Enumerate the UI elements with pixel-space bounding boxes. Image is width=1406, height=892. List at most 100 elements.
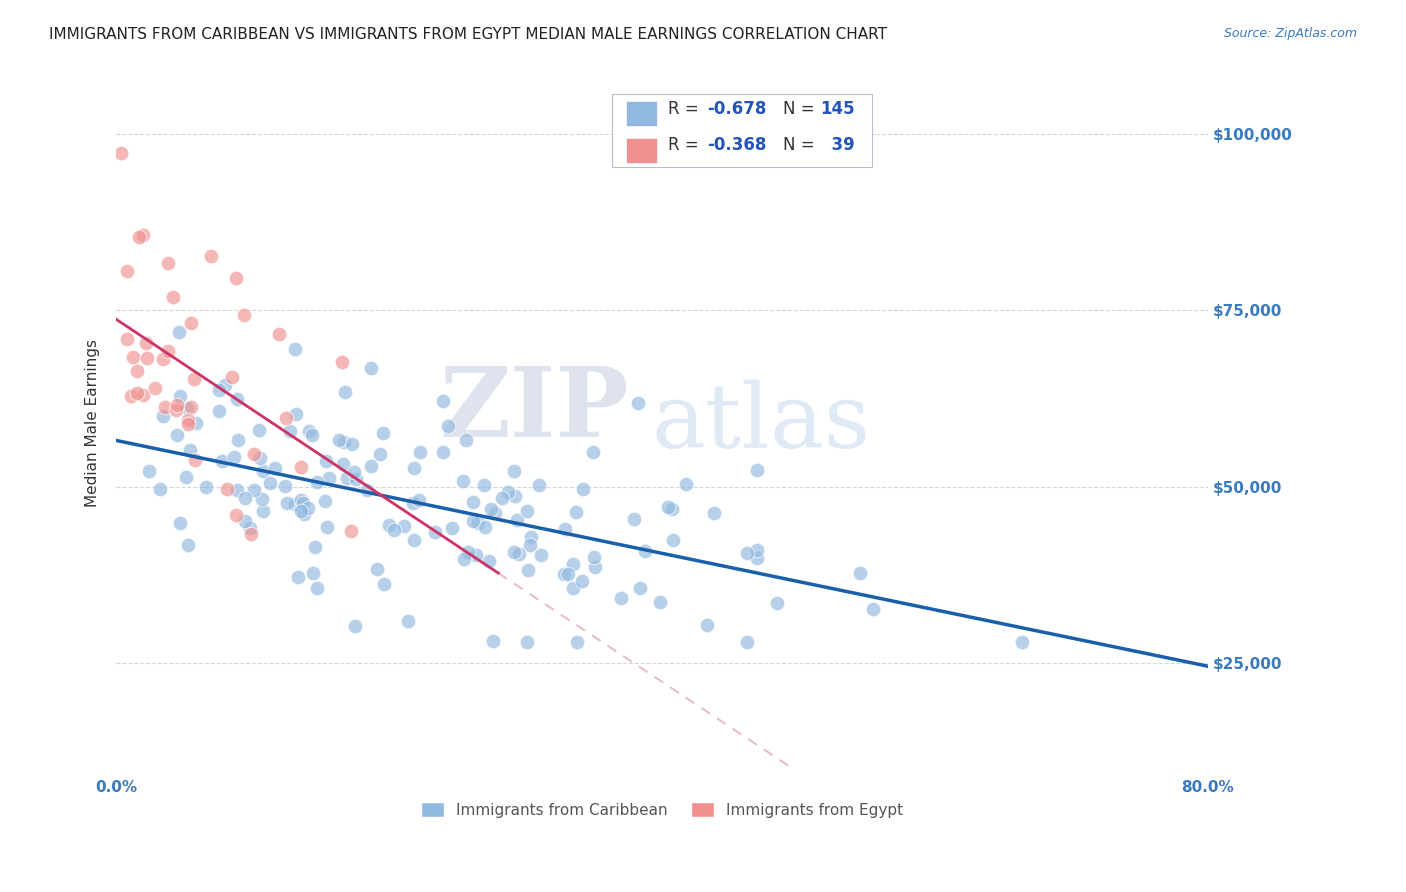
Point	[565, 505, 588, 519]
Point	[233, 514, 256, 528]
Text: 145: 145	[820, 100, 855, 118]
Point	[382, 523, 405, 537]
Point	[423, 524, 446, 539]
Point	[177, 538, 200, 552]
Point	[138, 464, 160, 478]
Point	[290, 460, 312, 475]
Point	[582, 444, 605, 458]
Point	[274, 479, 297, 493]
Point	[240, 527, 263, 541]
Point	[292, 496, 315, 510]
Point	[745, 543, 768, 558]
Point	[284, 497, 307, 511]
Point	[225, 483, 247, 497]
Point	[162, 290, 184, 304]
Point	[662, 533, 685, 547]
Point	[583, 560, 606, 574]
Point	[1011, 635, 1033, 649]
Point	[208, 383, 231, 397]
Point	[484, 506, 506, 520]
Point	[305, 581, 328, 595]
Point	[582, 549, 605, 564]
Point	[328, 433, 350, 447]
Point	[259, 476, 281, 491]
Point	[336, 471, 359, 485]
Point	[131, 228, 153, 243]
Point	[554, 522, 576, 536]
Text: R =: R =	[668, 136, 704, 154]
Point	[461, 495, 484, 509]
Point	[657, 500, 679, 515]
Point	[318, 471, 340, 485]
Point	[225, 508, 247, 523]
Point	[252, 503, 274, 517]
Point	[402, 533, 425, 547]
Point	[115, 332, 138, 346]
Point	[149, 482, 172, 496]
Point	[166, 398, 188, 412]
Point	[132, 388, 155, 402]
Point	[252, 492, 274, 507]
Point	[465, 548, 488, 562]
Point	[264, 461, 287, 475]
Point	[356, 483, 378, 498]
Text: R =: R =	[668, 100, 704, 118]
Point	[290, 504, 312, 518]
Point	[467, 516, 489, 530]
Point	[394, 518, 416, 533]
Text: Source: ZipAtlas.com: Source: ZipAtlas.com	[1223, 27, 1357, 40]
Point	[269, 327, 291, 342]
Point	[561, 581, 583, 595]
Point	[115, 264, 138, 278]
Point	[675, 476, 697, 491]
Point	[184, 453, 207, 467]
Point	[195, 479, 218, 493]
Point	[457, 545, 479, 559]
Point	[224, 271, 246, 285]
Text: 39: 39	[820, 136, 855, 154]
Point	[249, 450, 271, 465]
Point	[703, 506, 725, 520]
Point	[152, 409, 174, 424]
Point	[335, 384, 357, 399]
Point	[332, 457, 354, 471]
Point	[215, 482, 238, 496]
Point	[314, 493, 336, 508]
Point	[120, 389, 142, 403]
Point	[553, 566, 575, 581]
Point	[408, 493, 430, 508]
Point	[122, 350, 145, 364]
Point	[340, 436, 363, 450]
Point	[432, 393, 454, 408]
Point	[243, 447, 266, 461]
Point	[239, 521, 262, 535]
Point	[343, 619, 366, 633]
Point	[432, 445, 454, 459]
Point	[366, 561, 388, 575]
Point	[451, 475, 474, 489]
Point	[360, 459, 382, 474]
Point	[176, 401, 198, 416]
Point	[503, 545, 526, 559]
Point	[567, 635, 589, 649]
Point	[177, 413, 200, 427]
Point	[294, 507, 316, 521]
Point	[156, 256, 179, 270]
Point	[519, 538, 541, 552]
Point	[226, 433, 249, 447]
Point	[396, 614, 419, 628]
Point	[491, 491, 513, 505]
Point	[157, 344, 180, 359]
Text: atlas: atlas	[651, 380, 870, 467]
Point	[208, 404, 231, 418]
Point	[297, 500, 319, 515]
Point	[301, 566, 323, 580]
Point	[766, 596, 789, 610]
Text: N =: N =	[783, 100, 820, 118]
Point	[650, 595, 672, 609]
Point	[174, 469, 197, 483]
Text: N =: N =	[783, 136, 820, 154]
Point	[520, 530, 543, 544]
Point	[287, 570, 309, 584]
Point	[186, 417, 208, 431]
